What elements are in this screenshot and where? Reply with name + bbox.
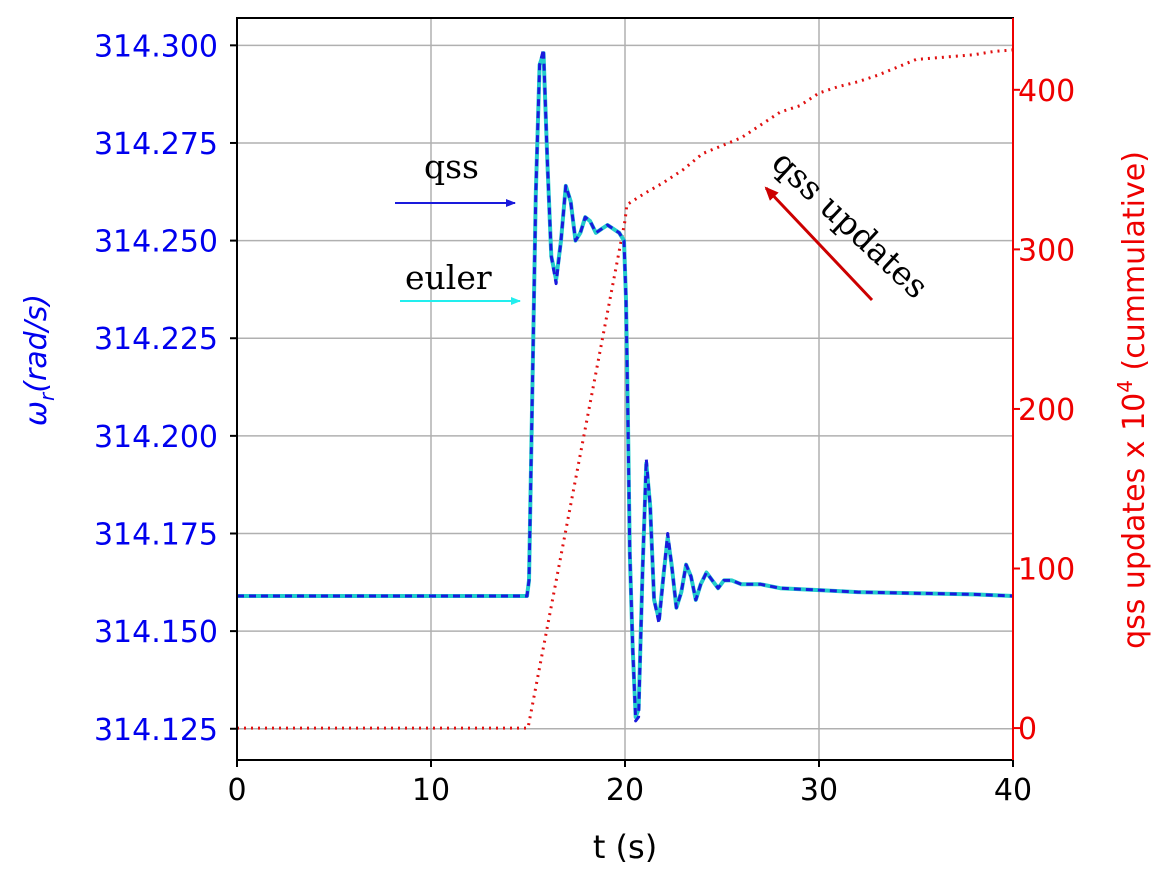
series-layer [237, 47, 1014, 730]
series-qss-line [237, 47, 1014, 723]
y-right-tick-label: 300 [1018, 233, 1075, 268]
grid [237, 18, 1013, 760]
y-right-text: qss updates x 10 [1117, 393, 1152, 649]
y-left-tick-label: 314.250 [94, 225, 218, 260]
y-left-tick-label: 314.275 [94, 127, 218, 162]
y-axis-left-label: ωr(rad/s) [19, 294, 59, 426]
y-right-tail: (cummulative) [1117, 151, 1152, 380]
x-tick-label: 20 [606, 773, 644, 808]
y-left-tick-label: 314.300 [94, 29, 218, 64]
x-tick-label: 30 [800, 773, 838, 808]
y-left-subscript: r [35, 391, 59, 401]
y-left-tick-label: 314.175 [94, 517, 218, 552]
x-tick-label: 10 [412, 773, 450, 808]
y-right-tick-label: 100 [1018, 553, 1075, 588]
updates-annotation-label: qss updates [765, 142, 937, 306]
qss-annotation-label: qss [424, 147, 479, 186]
series-qss-updates-line [237, 48, 1014, 730]
y-right-tick-label: 200 [1018, 393, 1075, 428]
annotations: qss euler qss updates [395, 142, 936, 306]
y-left-tick-label: 314.200 [94, 420, 218, 455]
y-left-tick-label: 314.125 [94, 713, 218, 748]
y-left-symbol: ω [19, 401, 54, 426]
y-axis-right-label: qss updates x 104 (cummulative) [1113, 151, 1152, 649]
updates-annotation-arrow [764, 186, 874, 302]
y-left-tick-label: 314.225 [94, 322, 218, 357]
x-axis-label: t (s) [593, 828, 657, 866]
y-left-unit: (rad/s) [19, 294, 54, 393]
y-right-tick-label: 400 [1018, 74, 1075, 109]
x-tick-label: 40 [994, 773, 1032, 808]
ticks: 0 10 20 30 40 314.125 314.150 314.175 314.200 314… [94, 18, 1075, 808]
y-left-tick-label: 314.150 [94, 615, 218, 650]
x-tick-label: 0 [227, 773, 246, 808]
y-right-superscript: 4 [1113, 380, 1137, 393]
euler-annotation-label: euler [405, 258, 492, 297]
y-right-tick-label: 0 [1018, 712, 1037, 747]
